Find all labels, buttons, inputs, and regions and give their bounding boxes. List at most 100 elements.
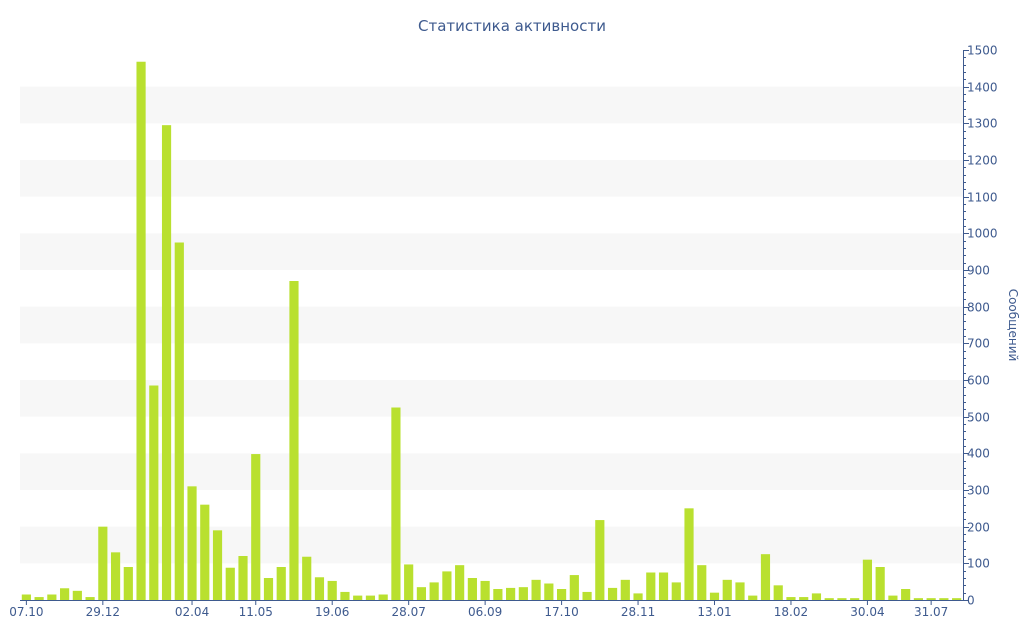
x-tick-label: 11.05 xyxy=(239,605,273,619)
bar xyxy=(607,587,618,600)
y-tick-label: 1500 xyxy=(967,44,998,58)
y-tick-label: 1300 xyxy=(967,117,998,131)
bar xyxy=(506,587,516,600)
bar xyxy=(480,580,490,600)
grid-bands xyxy=(20,86,963,564)
bar xyxy=(939,598,949,600)
bar xyxy=(888,595,898,600)
y-tick-label: 800 xyxy=(967,301,990,315)
bar xyxy=(302,556,312,600)
x-tick-label: 13.01 xyxy=(697,605,731,619)
bar xyxy=(149,385,159,600)
bar xyxy=(200,504,210,600)
bar xyxy=(365,595,376,600)
bars xyxy=(21,61,962,601)
bar xyxy=(98,526,108,600)
bar xyxy=(531,579,541,600)
bar xyxy=(952,598,962,600)
bar xyxy=(786,597,796,600)
bar xyxy=(518,587,528,600)
bar xyxy=(225,567,235,600)
bar xyxy=(416,587,426,600)
bar xyxy=(391,407,401,600)
bar xyxy=(47,594,57,600)
bar xyxy=(735,582,745,600)
grid-band xyxy=(20,526,963,564)
bar xyxy=(633,593,643,600)
bar xyxy=(671,582,681,600)
bar xyxy=(314,577,325,600)
bar xyxy=(875,567,885,600)
bar xyxy=(799,597,809,600)
bar xyxy=(21,594,31,600)
bar xyxy=(582,591,592,600)
bar xyxy=(161,125,172,601)
x-tick-label: 02.04 xyxy=(175,605,209,619)
bar xyxy=(467,578,477,600)
bar xyxy=(378,594,388,600)
bar xyxy=(238,556,248,600)
bar xyxy=(557,589,567,600)
x-tick-label: 31.07 xyxy=(914,605,948,619)
x-tick-label: 28.11 xyxy=(621,605,655,619)
bar xyxy=(811,593,822,600)
grid-band xyxy=(20,453,963,490)
y-tick-label: 400 xyxy=(967,447,990,461)
bar xyxy=(353,595,363,600)
bar xyxy=(544,583,554,600)
x-tick-label: 17.10 xyxy=(544,605,578,619)
x-tick-label: 30.04 xyxy=(850,605,884,619)
x-tick-label: 19.06 xyxy=(315,605,349,619)
bar xyxy=(862,559,873,600)
bar xyxy=(748,595,758,600)
x-tick-label: 06.09 xyxy=(468,605,502,619)
bar xyxy=(684,508,694,600)
bar xyxy=(263,578,274,600)
bar xyxy=(404,564,414,600)
y-tick-label: 1400 xyxy=(967,81,998,95)
y-tick-label: 1000 xyxy=(967,227,998,241)
bar xyxy=(697,565,707,600)
grid-band xyxy=(20,306,963,344)
bar xyxy=(773,585,783,600)
bar xyxy=(926,598,936,600)
bar xyxy=(620,579,630,600)
bar xyxy=(123,567,133,600)
bar xyxy=(901,589,911,600)
bar xyxy=(646,572,656,600)
y-tick-label: 200 xyxy=(967,521,990,535)
bar xyxy=(913,598,923,600)
y-tick-label: 300 xyxy=(967,484,990,498)
bar xyxy=(595,520,605,600)
y-tick-label: 900 xyxy=(967,264,990,278)
y-tick-label: 100 xyxy=(967,557,990,571)
bar xyxy=(442,571,452,600)
bar xyxy=(824,598,834,600)
bar xyxy=(34,597,44,600)
bar xyxy=(722,579,732,600)
x-tick-label: 29.12 xyxy=(86,605,120,619)
bar xyxy=(760,554,771,600)
y-tick-label: 0 xyxy=(967,594,975,608)
x-axis: 07.10 29.12 02.04 11.05 19.06 28.07 06.09 17.10… xyxy=(9,600,963,619)
bar xyxy=(455,565,465,600)
bar xyxy=(251,454,261,600)
bar xyxy=(837,598,847,600)
bar xyxy=(658,572,669,600)
bar xyxy=(493,589,503,600)
grid-band xyxy=(20,380,963,417)
bar xyxy=(289,281,299,600)
bar xyxy=(110,552,121,600)
bar xyxy=(429,582,439,600)
bar xyxy=(340,591,350,600)
bar xyxy=(709,592,720,600)
bar xyxy=(85,597,95,600)
bar xyxy=(136,61,146,600)
chart-title: Статистика активности xyxy=(418,17,606,35)
bar xyxy=(174,242,184,600)
y-tick-label: 600 xyxy=(967,374,990,388)
bar xyxy=(850,598,860,600)
y-tick-label: 1100 xyxy=(967,191,998,205)
bar xyxy=(187,486,197,600)
